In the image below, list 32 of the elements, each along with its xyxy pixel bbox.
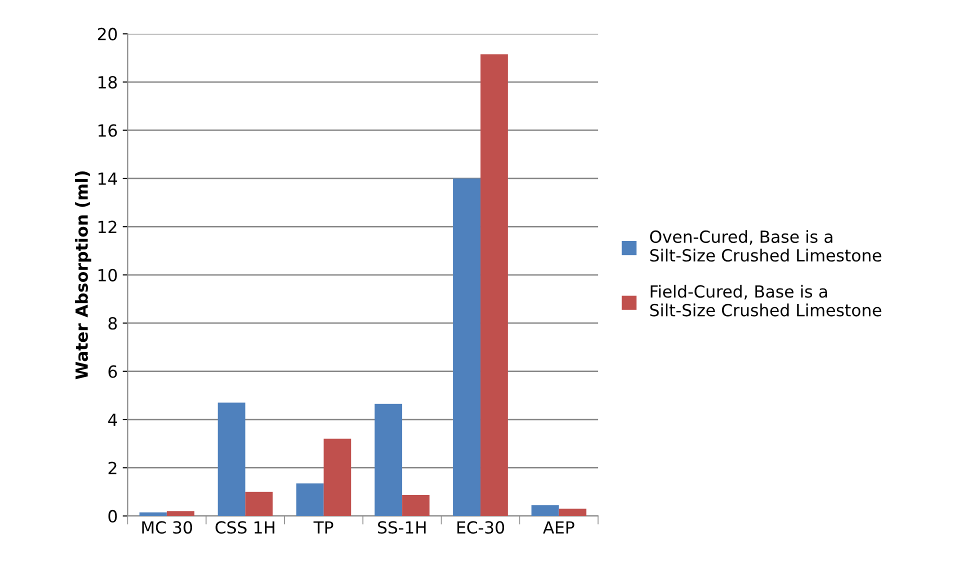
y-tick-label: 14 (98, 172, 118, 185)
x-tick-label: CSS 1H (216, 521, 274, 534)
bar (374, 404, 402, 516)
x-tick-label: MC 30 (142, 521, 192, 534)
bar (324, 438, 352, 516)
y-axis-title: Water Absorption (ml) (75, 171, 92, 380)
y-tick-label: 20 (98, 28, 117, 40)
y-tick-label: 2 (108, 462, 116, 474)
bar (531, 505, 559, 516)
x-tick-label: AEP (543, 521, 574, 534)
y-tick-label: 16 (98, 124, 117, 137)
y-tick-label: 18 (98, 76, 117, 89)
bar (480, 54, 508, 516)
bar (558, 508, 586, 516)
legend-label: Oven-Cured, Base is a Silt-Size Crushed Limestone (650, 230, 882, 262)
y-tick-label: 10 (98, 268, 117, 282)
bar (166, 511, 194, 516)
x-tick-label: EC-30 (457, 521, 504, 534)
legend-label: Field-Cured, Base is a Silt-Size Crushed Limestone (650, 284, 882, 316)
bar (139, 512, 167, 516)
bar (218, 402, 246, 516)
y-tick-label: 6 (108, 365, 117, 378)
bar (402, 494, 430, 516)
y-tick-label: 0 (108, 510, 117, 523)
x-tick-label: SS-1H (378, 521, 426, 534)
y-tick-label: 12 (98, 220, 116, 233)
x-tick-label: TP (314, 521, 334, 534)
bar (453, 178, 480, 516)
bar (245, 492, 273, 516)
y-tick-label: 4 (108, 414, 118, 426)
bar (296, 483, 324, 516)
y-tick-label: 8 (108, 317, 117, 330)
